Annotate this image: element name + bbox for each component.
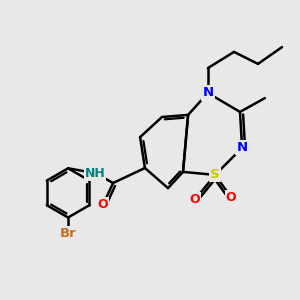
Text: N: N bbox=[202, 86, 214, 100]
Text: O: O bbox=[190, 193, 200, 206]
Text: N: N bbox=[236, 141, 248, 154]
Text: Br: Br bbox=[60, 226, 76, 240]
Text: O: O bbox=[98, 198, 108, 212]
Text: S: S bbox=[210, 168, 220, 182]
Text: NH: NH bbox=[85, 167, 106, 180]
Text: O: O bbox=[226, 190, 236, 204]
